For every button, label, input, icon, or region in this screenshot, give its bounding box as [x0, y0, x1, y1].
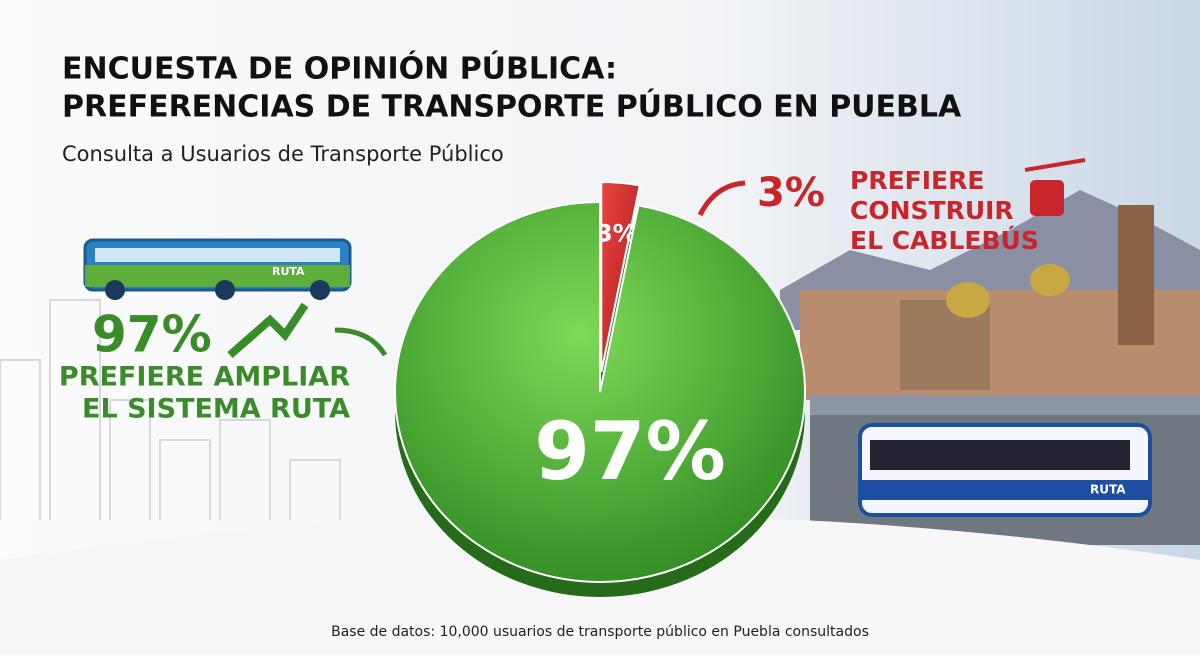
pie-slice: [394, 200, 806, 583]
slice-label: 97%: [534, 405, 725, 498]
value-label: 97%: [92, 306, 212, 364]
cable-car-icon: [1024, 158, 1086, 216]
bus-icon: RUTA: [83, 238, 352, 300]
bus-label: RUTA: [1090, 483, 1126, 497]
bus-label: RUTA: [272, 265, 305, 278]
category-label: PREFIERE AMPLIAR: [59, 362, 350, 393]
category-label: EL CABLEBÚS: [850, 225, 1039, 255]
pie-slice: [600, 181, 641, 373]
arrow-up: [227, 302, 309, 359]
title-line: PREFERENCIAS DE TRANSPORTE PÚBLICO EN PU…: [62, 88, 962, 125]
skyline-left: [0, 299, 341, 520]
category-label: EL SISTEMA RUTA: [82, 394, 350, 425]
city-scene: RUTA: [780, 190, 1200, 545]
value-label: 3%: [757, 170, 825, 216]
arrow: [334, 327, 388, 357]
arrow: [697, 180, 746, 217]
title-line: ENCUESTA DE OPINIÓN PÚBLICA:: [62, 50, 617, 87]
subtitle: Consulta a Usuarios de Transporte Públic…: [62, 142, 504, 166]
category-label: CONSTRUIR: [850, 196, 1014, 225]
source: Base de datos: 10,000 usuarios de transp…: [331, 624, 869, 640]
category-label: PREFIERE: [850, 166, 984, 195]
